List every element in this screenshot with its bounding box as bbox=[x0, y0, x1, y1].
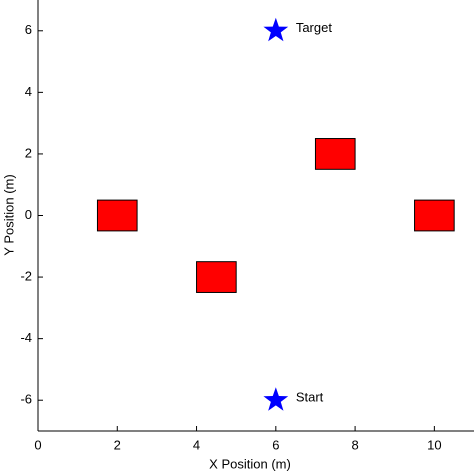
point-label: Start bbox=[296, 390, 324, 405]
y-tick-label: 6 bbox=[25, 22, 32, 37]
x-tick-label: 2 bbox=[114, 437, 121, 452]
x-tick-label: 10 bbox=[427, 437, 441, 452]
y-axis-label: Y Position (m) bbox=[1, 174, 16, 255]
y-tick-label: 0 bbox=[25, 207, 32, 222]
y-tick-label: 2 bbox=[25, 145, 32, 160]
y-tick-label: -6 bbox=[20, 392, 32, 407]
obstacle bbox=[314, 138, 356, 170]
x-tick-label: 0 bbox=[34, 437, 41, 452]
point-label: Target bbox=[296, 20, 333, 35]
star-marker bbox=[263, 17, 289, 42]
star-marker bbox=[263, 387, 289, 411]
x-tick-label: 6 bbox=[272, 437, 279, 452]
y-tick-label: -4 bbox=[20, 330, 32, 345]
obstacle bbox=[414, 199, 455, 232]
y-tick-label: -2 bbox=[20, 269, 32, 284]
x-axis-label: X Position (m) bbox=[209, 456, 291, 471]
x-tick-label: 8 bbox=[351, 437, 358, 452]
obstacle bbox=[96, 199, 138, 232]
y-tick-label: 4 bbox=[25, 84, 32, 99]
obstacle bbox=[196, 261, 237, 293]
x-tick-label: 4 bbox=[193, 437, 200, 452]
